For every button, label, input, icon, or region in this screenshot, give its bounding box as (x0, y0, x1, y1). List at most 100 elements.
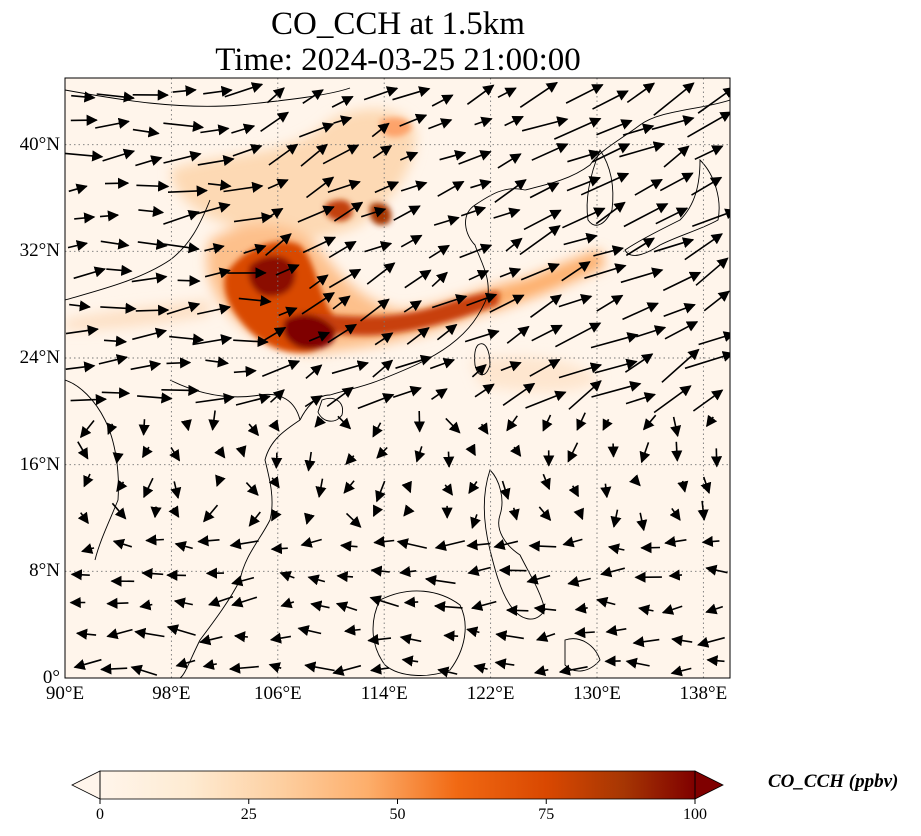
wind-arrow (208, 410, 220, 431)
wind-arrow (112, 538, 133, 550)
wind-arrow (228, 662, 259, 674)
wind-arrow (260, 111, 290, 132)
wind-arrow (400, 180, 428, 192)
wind-arrow (565, 83, 604, 104)
wind-arrow (327, 179, 361, 193)
wind-arrow (132, 126, 160, 138)
indochina (179, 419, 301, 678)
wind-arrow (372, 359, 394, 378)
wind-arrow (467, 565, 491, 577)
wind-arrow (684, 233, 723, 261)
lat-tick-label: 24°N (19, 347, 60, 368)
wind-arrow (205, 356, 230, 368)
wind-arrow (502, 382, 536, 406)
wind-arrow (466, 626, 480, 638)
wind-arrow (233, 212, 273, 224)
wind-arrow (561, 261, 591, 282)
wind-arrow (374, 332, 394, 346)
wind-arrow (343, 480, 355, 494)
wind-arrow (493, 539, 519, 551)
wind-arrow (280, 597, 295, 609)
wind-arrow (80, 420, 95, 439)
wind-arrow (474, 383, 495, 398)
wind-arrow (166, 624, 196, 636)
wind-arrow (625, 657, 650, 669)
wind-arrow (204, 242, 225, 254)
wind-arrow (70, 569, 90, 581)
wind-arrow (235, 393, 271, 406)
wind-arrow (73, 658, 102, 670)
wind-arrow (168, 505, 180, 518)
wind-arrow (498, 564, 527, 576)
wind-arrow (670, 665, 692, 677)
wind-arrow (404, 269, 432, 289)
wind-arrow (695, 257, 729, 286)
map-subtitle-time: Time: 2024-03-25 21:00:00 (215, 42, 581, 78)
wind-arrow (428, 118, 453, 130)
wind-arrow (367, 633, 392, 646)
wind-arrow (558, 362, 603, 379)
wind-arrow (372, 145, 393, 159)
map-frame (64, 77, 731, 679)
wind-arrow (691, 176, 723, 196)
wind-arrow (372, 504, 384, 518)
wind-arrow (576, 412, 587, 431)
wind-arrow (533, 665, 549, 676)
wind-arrow (245, 482, 259, 496)
wind-arrow (700, 476, 712, 495)
wind-arrow (67, 240, 88, 251)
wind-arrow (437, 666, 458, 678)
core-darkest-1 (248, 255, 296, 297)
wind-arrow (505, 604, 529, 617)
wind-arrow (74, 212, 96, 224)
colorbar-label: CO_CCH (ppbv) (768, 771, 899, 792)
wind-arrow (506, 415, 518, 432)
wind-arrow (596, 294, 624, 312)
wind-arrow (664, 536, 687, 548)
lat-tick-label: 0° (42, 667, 60, 688)
wind-arrow (197, 535, 220, 547)
wind-arrow (639, 442, 651, 464)
wind-arrow (529, 182, 560, 199)
wind-arrow (207, 179, 232, 191)
wind-arrow (208, 595, 234, 607)
wind-arrow (671, 635, 693, 647)
wind-arrow (668, 569, 683, 581)
wind-arrow (327, 323, 358, 344)
wind-arrow (466, 292, 498, 307)
wind-arrow (106, 597, 129, 609)
wind-arrow (200, 124, 230, 136)
wind-arrow (306, 176, 335, 199)
wind-arrow (299, 122, 335, 138)
wind-arrow (593, 245, 624, 257)
wind-arrow (568, 484, 580, 498)
wind-arrow (465, 443, 476, 457)
wind-arrow (111, 502, 127, 520)
wind-arrow (265, 207, 284, 220)
wind-arrow (553, 117, 602, 140)
colorbar-tick-label: 50 (389, 806, 406, 823)
lon-tick-label: 114°E (360, 683, 408, 704)
wind-arrow (101, 387, 131, 399)
wind-arrow (112, 452, 124, 465)
wind-arrow (297, 625, 322, 637)
wind-arrow (663, 302, 696, 318)
wind-arrow (268, 419, 280, 432)
wind-arrow (600, 566, 626, 578)
wind-arrow (65, 361, 96, 373)
wind-arrow (375, 480, 386, 503)
wind-arrow (143, 477, 154, 499)
wind-arrow (525, 390, 567, 409)
wind-arrow (468, 269, 490, 281)
wind-arrow (433, 215, 460, 226)
wind-arrow (573, 627, 595, 639)
wind-arrow (433, 601, 463, 613)
wind-arrow (343, 624, 361, 636)
wind-arrow (145, 534, 164, 546)
wind-arrow (333, 201, 364, 222)
wind-arrow (530, 294, 562, 318)
wind-arrow (625, 237, 655, 257)
wind-arrow (521, 116, 569, 132)
colorbar-tick-label: 100 (683, 806, 707, 823)
lon-tick-label: 98°E (152, 683, 191, 704)
